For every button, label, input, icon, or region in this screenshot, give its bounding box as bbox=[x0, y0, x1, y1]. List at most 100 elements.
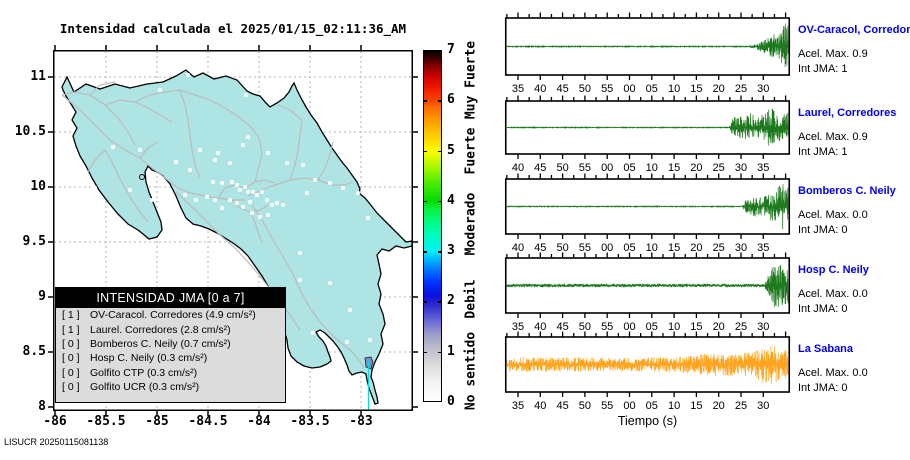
time-tick-label: 30 bbox=[757, 400, 770, 412]
acel-max: Acel. Max. 0.0 bbox=[798, 367, 868, 379]
lat-tick-label: 9 bbox=[38, 289, 46, 304]
time-tick-label: 40 bbox=[534, 83, 547, 95]
colorbar-value: 1 bbox=[447, 343, 455, 359]
time-tick-label: 45 bbox=[534, 242, 547, 254]
colorbar-tick bbox=[423, 251, 427, 253]
seismogram-plot bbox=[504, 95, 791, 159]
station-dot bbox=[111, 145, 115, 149]
station-dot bbox=[216, 151, 220, 155]
time-tick-label: 20 bbox=[712, 400, 725, 412]
waveform-trace bbox=[506, 108, 789, 146]
time-tick-label: 45 bbox=[534, 162, 547, 174]
time-tick-label: 15 bbox=[667, 242, 681, 254]
acel-max: Acel. Max. 0.9 bbox=[798, 48, 868, 60]
colorbar-category: Moderado bbox=[463, 192, 479, 255]
time-tick-label: 30 bbox=[757, 321, 770, 333]
station-dot bbox=[311, 331, 315, 335]
time-tick-label: 55 bbox=[601, 321, 614, 333]
station-dot bbox=[228, 161, 232, 165]
station-dot bbox=[345, 340, 349, 344]
costa-rica-map bbox=[48, 45, 418, 416]
waveform-trace bbox=[506, 23, 789, 68]
lon-tick-label: -84 bbox=[247, 414, 271, 429]
time-tick-label: 25 bbox=[712, 162, 725, 174]
lat-tick-label: 8.5 bbox=[22, 344, 46, 359]
time-tick-label: 30 bbox=[757, 83, 770, 95]
station-dot bbox=[220, 181, 224, 185]
time-tick-label: 35 bbox=[511, 321, 525, 333]
lat-tick-label: 11 bbox=[30, 69, 46, 84]
int-jma: Int JMA: 1 bbox=[798, 146, 848, 158]
station-dot bbox=[301, 163, 305, 167]
time-tick-label: 05 bbox=[645, 321, 658, 333]
time-tick-label: 15 bbox=[667, 162, 681, 174]
legend-entry: [ 1 ] OV-Caracol. Corredores (4.9 cm/s²) bbox=[62, 309, 256, 322]
station-dot bbox=[150, 198, 154, 202]
colorbar-value: 6 bbox=[447, 92, 455, 108]
station-dot bbox=[198, 148, 202, 152]
legend-entry: [ 0 ] Bomberos C. Neily (0.7 cm/s²) bbox=[62, 337, 231, 350]
time-tick-label: 10 bbox=[667, 83, 681, 95]
colorbar-category: Fuerte bbox=[463, 127, 479, 175]
colorbar-tick bbox=[438, 251, 442, 253]
time-tick-label: 50 bbox=[578, 83, 592, 95]
seismogram-panel-bomberos: Bomberos C. Neily Acel. Max. 0.0 Int JMA… bbox=[504, 173, 910, 268]
time-tick-label: 05 bbox=[623, 162, 636, 174]
station-dot bbox=[128, 188, 132, 192]
time-tick-label: 25 bbox=[712, 242, 725, 254]
time-tick-label: 15 bbox=[690, 83, 703, 95]
seismogram-panel-hosp-neily: Hosp C. Neily Acel. Max. 0.0 Int JMA: 0 … bbox=[504, 252, 910, 347]
time-tick-label: 50 bbox=[578, 321, 592, 333]
time-tick-label: 20 bbox=[690, 242, 703, 254]
lon-tick-label: -86 bbox=[43, 414, 67, 429]
time-tick-label: 35 bbox=[511, 83, 525, 95]
colorbar-category: No sentido bbox=[463, 331, 479, 410]
int-jma: Int JMA: 0 bbox=[798, 303, 848, 315]
lat-tick-label: 10.5 bbox=[14, 124, 46, 139]
seismogram-plot bbox=[504, 331, 791, 397]
seismogram-panel-laurel: Laurel, Corredores Acel. Max. 0.9 Int JM… bbox=[504, 95, 910, 188]
colorbar-value: 0 bbox=[447, 394, 455, 409]
time-tick-label: 35 bbox=[757, 162, 770, 174]
time-tick-label: 55 bbox=[601, 400, 614, 412]
intensity-colorbar bbox=[423, 50, 442, 402]
time-tick-label: 25 bbox=[734, 321, 748, 333]
colorbar-tick bbox=[423, 301, 427, 303]
station-dot bbox=[266, 151, 270, 155]
costa-rica-landmass bbox=[61, 69, 413, 405]
station-dot bbox=[230, 180, 234, 184]
station-name: OV-Caracol, Corredores bbox=[798, 24, 910, 36]
colorbar-value: 7 bbox=[447, 42, 455, 58]
station-dot bbox=[305, 191, 309, 195]
station-dot bbox=[275, 201, 279, 205]
time-tick-label: 15 bbox=[690, 400, 703, 412]
waveform-trace bbox=[506, 184, 789, 230]
colorbar-category: Debil bbox=[463, 279, 479, 319]
station-dot bbox=[368, 338, 372, 342]
lat-tick-label: 8 bbox=[38, 399, 46, 414]
lat-tick-label: 9.5 bbox=[22, 234, 46, 249]
station-dot bbox=[270, 203, 274, 207]
time-tick-label: 05 bbox=[645, 83, 658, 95]
station-dot bbox=[328, 181, 332, 185]
station-dot bbox=[244, 93, 248, 97]
colorbar-value: 2 bbox=[447, 293, 455, 309]
lon-tick-label: -83 bbox=[349, 414, 373, 429]
time-tick-label: 40 bbox=[511, 162, 525, 174]
station-dot bbox=[235, 183, 239, 187]
station-dot bbox=[265, 198, 269, 202]
time-tick-label: 10 bbox=[645, 242, 658, 254]
int-jma: Int JMA: 0 bbox=[798, 382, 848, 394]
time-tick-label: 00 bbox=[601, 162, 614, 174]
station-dot bbox=[183, 193, 187, 197]
time-tick-label: 15 bbox=[690, 321, 703, 333]
time-tick-label: 40 bbox=[534, 321, 547, 333]
station-dot bbox=[168, 203, 172, 207]
station-dot bbox=[186, 73, 190, 77]
legend-entry: [ 0 ] Hosp C. Neily (0.3 cm/s²) bbox=[62, 352, 208, 365]
waveform-trace bbox=[506, 265, 789, 308]
time-tick-label: 00 bbox=[623, 83, 636, 95]
station-dot bbox=[241, 205, 245, 209]
station-dot bbox=[205, 195, 209, 199]
time-tick-label: 10 bbox=[667, 321, 681, 333]
